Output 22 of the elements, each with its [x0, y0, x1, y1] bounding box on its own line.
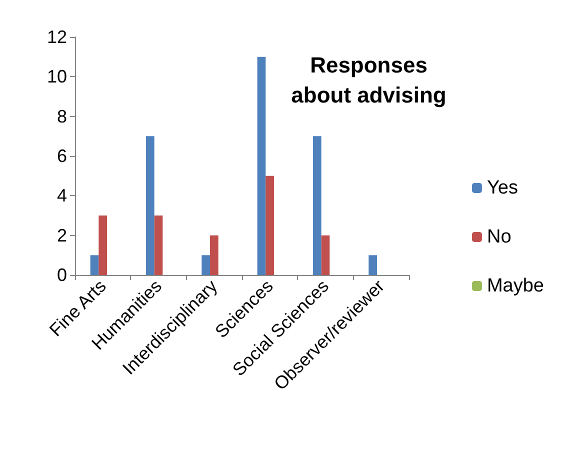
bar: [98, 216, 108, 275]
text: Responses about advising: [291, 52, 446, 108]
bar: [312, 136, 322, 275]
bar: [368, 255, 377, 275]
bar: [146, 136, 154, 275]
y-tick-label: 2: [56, 225, 67, 246]
bar: [321, 235, 330, 275]
bar: [202, 255, 210, 275]
bar: [210, 235, 218, 275]
y-tick-label: 8: [56, 106, 67, 126]
y-tick-label: 12: [46, 27, 67, 47]
bar: [154, 216, 163, 275]
y-tick-label: 4: [56, 186, 67, 206]
bar: [90, 255, 99, 275]
legend-label: Maybe: [486, 276, 544, 296]
bar: [257, 56, 266, 275]
legend-label: No: [486, 226, 512, 248]
y-tick-label: 6: [56, 146, 67, 166]
y-tick-label: 10: [46, 66, 67, 87]
y-tick-label: 0: [56, 265, 67, 285]
bar: [266, 176, 274, 275]
legend-label: Yes: [486, 178, 518, 198]
